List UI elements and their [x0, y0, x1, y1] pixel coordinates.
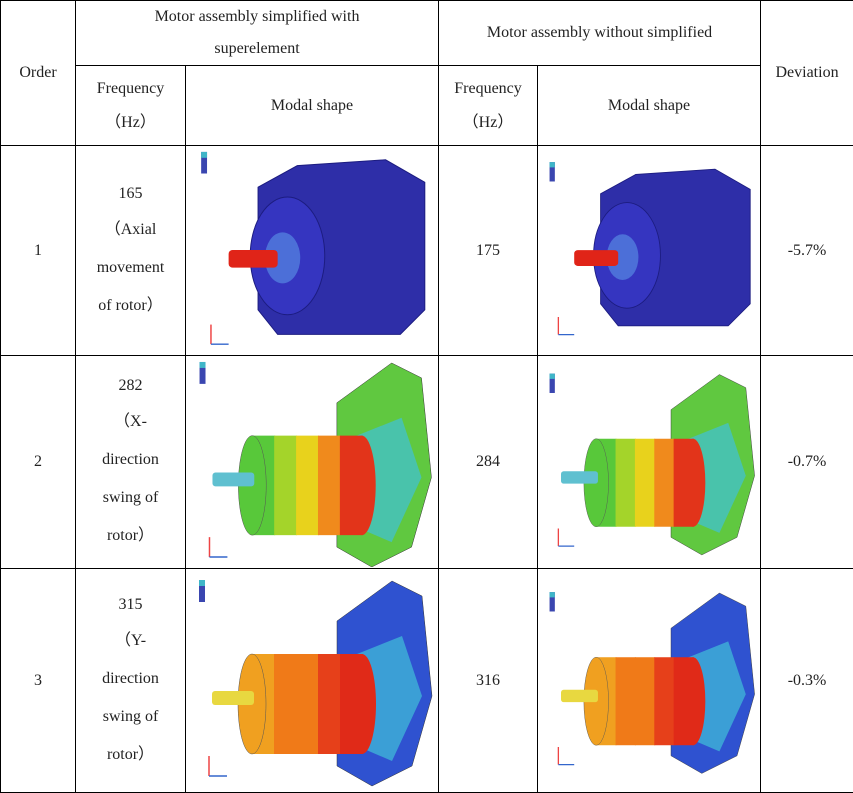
modal-shape-cell: [186, 146, 439, 356]
shaft: [561, 689, 598, 701]
legend-bar: [550, 373, 555, 378]
mode-description: （Axial movement of rotor）: [91, 211, 171, 325]
frequency-cell: 165（Axial movement of rotor）: [76, 146, 186, 356]
rotor-band: [274, 654, 297, 754]
shaft: [212, 691, 254, 705]
rotor-band: [635, 657, 655, 745]
modal-shape-cell: [538, 356, 761, 569]
rotor-band: [274, 435, 297, 535]
header-text: Motor assembly simplified with superelem…: [122, 1, 392, 65]
header-text: （Hz）: [443, 106, 533, 140]
modal-shape-image: [539, 571, 759, 791]
rotor-band: [654, 438, 674, 526]
legend-bar: [550, 592, 555, 597]
header-cell: Frequency（Hz）: [439, 66, 538, 146]
shaft: [574, 250, 618, 266]
legend-bar: [201, 151, 207, 157]
shaft: [212, 472, 254, 486]
header-cell: Modal shape: [186, 66, 439, 146]
header-row: Frequency（Hz） Modal shape Frequency（Hz） …: [1, 66, 853, 146]
shaft: [561, 471, 598, 483]
frequency-value: 315: [80, 588, 181, 622]
header-text: Frequency: [80, 72, 181, 106]
rotor-end: [348, 435, 376, 535]
modal-table: Order Motor assembly simplified with sup…: [0, 0, 853, 793]
legend-bar: [199, 580, 205, 586]
modal-shape-image: [539, 358, 759, 567]
frequency-cell: 316: [439, 569, 538, 793]
header-cell: Motor assembly simplified with superelem…: [76, 1, 439, 66]
rotor-end: [348, 654, 376, 754]
frequency-cell: 282（X-direction swing of rotor）: [76, 356, 186, 569]
header-cell: Order: [1, 1, 76, 146]
rotor-band: [616, 657, 636, 745]
modal-shape-image: [187, 571, 437, 791]
rotor-band: [318, 435, 341, 535]
modal-shape-cell: [186, 356, 439, 569]
modal-shape-image: [539, 148, 759, 354]
rotor-band: [616, 438, 636, 526]
deviation-cell: -0.3%: [761, 569, 853, 793]
rotor-band: [654, 657, 674, 745]
order-cell: 2: [1, 356, 76, 569]
mode-description: （Y-direction swing of rotor）: [91, 622, 171, 774]
legend-bar: [200, 361, 206, 367]
order-cell: 3: [1, 569, 76, 793]
frequency-cell: 284: [439, 356, 538, 569]
header-text: （Hz）: [80, 106, 181, 140]
mode-description: （X-direction swing of rotor）: [91, 403, 171, 555]
rotor-band: [296, 435, 319, 535]
frequency-value: 282: [80, 369, 181, 403]
rotor-end: [681, 657, 706, 745]
rotor-band: [635, 438, 655, 526]
modal-shape-cell: [538, 146, 761, 356]
header-cell: Motor assembly without simplified: [439, 1, 761, 66]
header-cell: Modal shape: [538, 66, 761, 146]
legend-bar: [550, 162, 555, 167]
rotor-band: [318, 654, 341, 754]
header-cell: Frequency（Hz）: [76, 66, 186, 146]
frequency-cell: 315（Y-direction swing of rotor）: [76, 569, 186, 793]
header-row: Order Motor assembly simplified with sup…: [1, 1, 853, 66]
deviation-cell: -0.7%: [761, 356, 853, 569]
modal-shape-cell: [538, 569, 761, 793]
header-cell: Deviation: [761, 1, 853, 146]
modal-shape-image: [187, 148, 437, 354]
order-cell: 1: [1, 146, 76, 356]
header-text: Frequency: [443, 72, 533, 106]
modal-shape-cell: [186, 569, 439, 793]
shaft: [229, 250, 278, 268]
deviation-cell: -5.7%: [761, 146, 853, 356]
rotor-end: [681, 438, 706, 526]
modal-shape-image: [187, 358, 437, 567]
frequency-value: 165: [80, 177, 181, 211]
rotor-band: [296, 654, 319, 754]
frequency-cell: 175: [439, 146, 538, 356]
